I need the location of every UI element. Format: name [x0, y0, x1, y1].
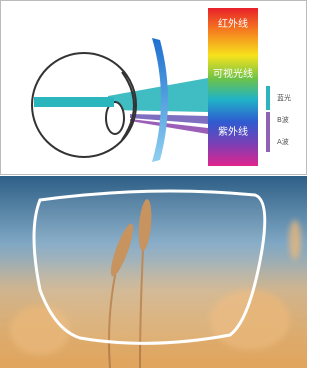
uv-bracket — [266, 112, 270, 152]
uvb-label: B波 — [277, 115, 289, 124]
eye-beam — [34, 97, 114, 107]
blue-light-bracket — [266, 86, 270, 110]
uv-label: 紫外线 — [218, 125, 248, 138]
uva-label: A波 — [277, 137, 289, 146]
infrared-label: 红外线 — [218, 17, 248, 30]
diagram-panel — [1, 1, 307, 175]
visible-label: 可视光线 — [213, 67, 253, 80]
blue-light-label: 蓝光 — [277, 93, 291, 102]
page: 红外线 可视光线 紫外线 蓝光 B波 A波 — [0, 0, 307, 368]
lens-outline — [34, 191, 265, 343]
photo — [0, 176, 307, 368]
spectrum-bar — [208, 8, 258, 166]
